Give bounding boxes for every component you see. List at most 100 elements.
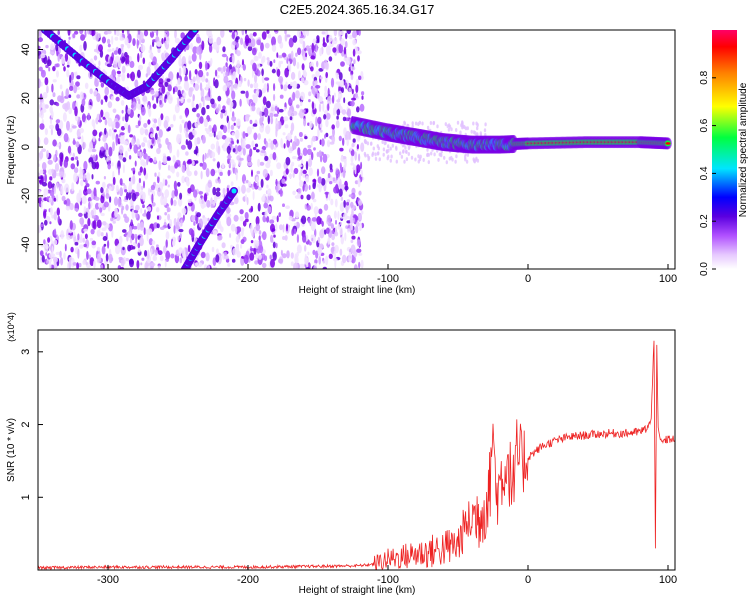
noise-speckle [345,82,348,89]
noise-speckle [191,107,197,113]
noise-speckle [111,121,116,129]
noise-speckle [312,38,317,45]
noise-speckle [287,132,292,142]
spectrogram-frame [37,29,676,270]
noise-speckle [327,95,332,105]
noise-speckle [55,251,61,255]
noise-speckle [39,123,45,130]
noise-speckle [267,115,270,125]
noise-speckle [278,55,283,59]
noise-speckle [211,151,216,158]
noise-speckle [180,32,185,39]
noise-speckle [132,38,136,47]
noise-speckle [242,220,247,227]
noise-speckle [179,192,183,200]
noise-speckle [226,55,229,62]
noise-speckle [320,155,323,163]
noise-speckle [367,157,370,162]
noise-speckle [119,32,123,41]
noise-speckle [122,116,125,122]
noise-speckle [475,121,478,126]
noise-speckle [273,146,277,150]
noise-speckle [72,262,78,266]
noise-speckle [112,141,115,152]
noise-speckle [261,76,265,84]
noise-speckle [292,80,298,90]
noise-speckle [234,197,239,205]
y-tick-label: 1 [20,494,32,500]
noise-speckle [250,205,254,212]
noise-speckle [259,116,263,126]
noise-speckle [255,223,261,232]
noise-speckle [284,30,287,35]
spectrogram-y-axis-label: Frequency (Hz) [6,116,17,185]
noise-speckle [264,210,268,218]
spectrogram-noise-field [38,30,487,269]
noise-speckle [80,169,84,174]
noise-speckle [260,42,264,52]
noise-speckle [164,212,168,216]
noise-speckle [338,135,342,142]
noise-speckle [59,250,62,258]
noise-speckle [97,246,101,252]
noise-speckle [63,199,67,205]
noise-speckle [152,40,155,47]
noise-speckle [308,241,312,246]
noise-speckle [56,194,59,202]
noise-speckle [483,128,487,133]
noise-speckle [177,217,180,226]
noise-speckle [135,192,140,197]
snr-frame [37,329,676,571]
noise-speckle [187,120,192,130]
noise-speckle [353,59,356,64]
noise-speckle [308,91,312,97]
noise-speckle [104,86,109,96]
noise-speckle [329,163,333,170]
noise-speckle [38,55,41,60]
noise-speckle [411,124,414,129]
noise-speckle [242,131,246,139]
noise-speckle [348,87,352,93]
noise-speckle [169,219,173,227]
noise-speckle [332,177,336,181]
noise-speckle [350,229,355,235]
noise-speckle [283,143,286,149]
noise-speckle [312,179,317,183]
noise-speckle [359,103,365,112]
noise-speckle [282,236,286,240]
noise-speckle [160,195,164,206]
noise-speckle [293,222,297,226]
noise-speckle [266,215,270,223]
noise-speckle [166,78,171,82]
noise-speckle [325,227,330,234]
noise-speckle [231,54,235,64]
noise-speckle [136,101,142,110]
colorbar-ticks: 0.0 0.2 0.4 0.6 0.8 [699,70,716,276]
noise-speckle [174,37,180,44]
noise-speckle [321,138,325,147]
noise-speckle [72,33,76,39]
noise-speckle [290,81,293,87]
noise-speckle [237,145,242,152]
noise-speckle [91,148,97,153]
noise-speckle [107,240,110,249]
noise-speckle [289,116,293,121]
noise-speckle [204,152,207,160]
noise-speckle [87,104,93,110]
noise-speckle [39,99,43,104]
noise-speckle [141,257,145,261]
noise-speckle [342,169,346,179]
noise-speckle [125,150,128,158]
noise-speckle [222,144,226,150]
noise-speckle [146,156,149,166]
noise-speckle [40,53,46,59]
noise-speckle [403,121,407,126]
x-tick-label: 100 [659,273,677,285]
noise-speckle [352,48,356,57]
noise-speckle [114,36,119,41]
noise-speckle [75,156,79,161]
noise-speckle [74,106,78,117]
noise-speckle [345,32,348,40]
noise-speckle [260,178,264,188]
noise-speckle [215,191,221,197]
